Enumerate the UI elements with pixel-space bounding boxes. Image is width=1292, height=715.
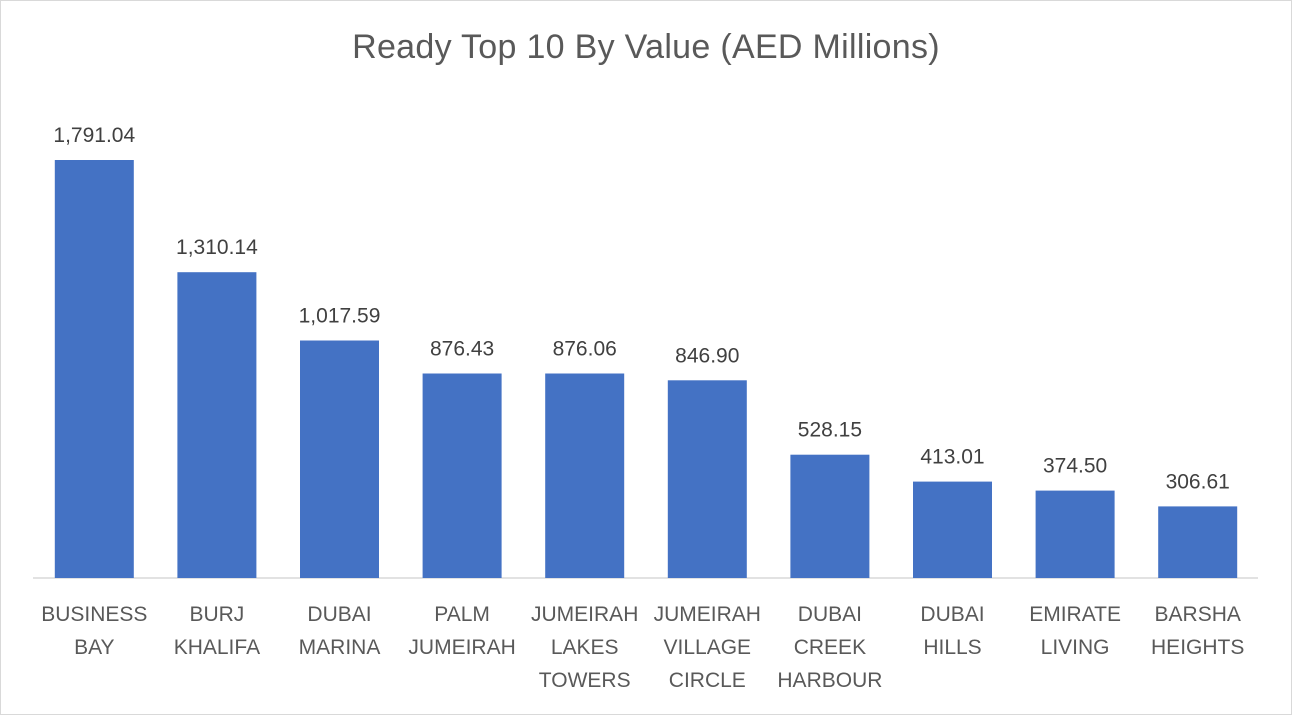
category-label: EMIRATE LIVING <box>1029 603 1121 659</box>
bar <box>545 373 625 578</box>
category-label: DUBAI MARINA <box>299 603 381 659</box>
category-label: DUBAI HILLS <box>920 603 984 659</box>
bar <box>422 373 502 578</box>
category-label-line: PALM <box>434 603 490 626</box>
category-label-line: BAY <box>74 636 114 659</box>
category-label-line: DUBAI <box>920 603 984 626</box>
category-label-line: KHALIFA <box>174 636 260 659</box>
bar <box>790 454 870 578</box>
category-label: DUBAI CREEK HARBOUR <box>777 603 882 692</box>
category-label-line: LAKES <box>551 636 619 659</box>
bar <box>177 272 257 578</box>
data-label: 528.15 <box>798 419 862 442</box>
category-label-line: JUMEIRAH <box>531 603 638 626</box>
category-label-line: HILLS <box>923 636 981 659</box>
category-label-line: LIVING <box>1041 636 1110 659</box>
category-label-line: BUSINESS <box>41 603 147 626</box>
data-label: 413.01 <box>920 446 984 469</box>
category-label: BARSHA HEIGHTS <box>1151 603 1244 659</box>
data-label: 1,791.04 <box>53 124 135 147</box>
category-label-line: CREEK <box>794 636 866 659</box>
data-label: 846.90 <box>675 344 739 367</box>
bars-layer <box>54 160 1238 578</box>
category-label-line: JUMEIRAH <box>654 603 761 626</box>
chart-title: Ready Top 10 By Value (AED Millions) <box>352 28 940 66</box>
category-label-line: HARBOUR <box>777 669 882 692</box>
data-label: 876.43 <box>430 338 494 361</box>
category-label: BUSINESS BAY <box>41 603 147 659</box>
bar <box>54 160 134 578</box>
category-label-line: TOWERS <box>539 669 631 692</box>
data-label: 1,310.14 <box>176 236 258 259</box>
category-label-line: VILLAGE <box>664 636 752 659</box>
data-label: 374.50 <box>1043 455 1107 478</box>
category-label-line: EMIRATE <box>1029 603 1121 626</box>
category-label-line: CIRCLE <box>669 669 746 692</box>
category-label-line: DUBAI <box>798 603 862 626</box>
category-label-line: JUMEIRAH <box>408 636 515 659</box>
data-labels-layer: 1,791.04 1,310.14 1,017.59 876.43 876.06 846.… <box>53 124 1229 493</box>
category-label: JUMEIRAH LAKES TOWERS <box>531 603 638 692</box>
category-label-line: HEIGHTS <box>1151 636 1244 659</box>
category-label: BURJ KHALIFA <box>174 603 260 659</box>
bar <box>1035 490 1115 578</box>
data-label: 1,017.59 <box>299 305 381 328</box>
category-label: PALM JUMEIRAH <box>408 603 515 659</box>
data-label: 876.06 <box>553 338 617 361</box>
category-labels-layer: BUSINESS BAY BURJ KHALIFA DUBAI MARINA PALM JUM… <box>41 603 1244 692</box>
category-label-line: MARINA <box>299 636 381 659</box>
category-label-line: DUBAI <box>307 603 371 626</box>
category-label: JUMEIRAH VILLAGE CIRCLE <box>654 603 761 692</box>
bar <box>1158 506 1238 578</box>
bar <box>300 340 379 578</box>
bar <box>913 481 992 578</box>
category-label-line: BURJ <box>189 603 244 626</box>
category-label-line: BARSHA <box>1155 603 1241 626</box>
bar <box>667 380 747 578</box>
data-label: 306.61 <box>1166 470 1230 493</box>
